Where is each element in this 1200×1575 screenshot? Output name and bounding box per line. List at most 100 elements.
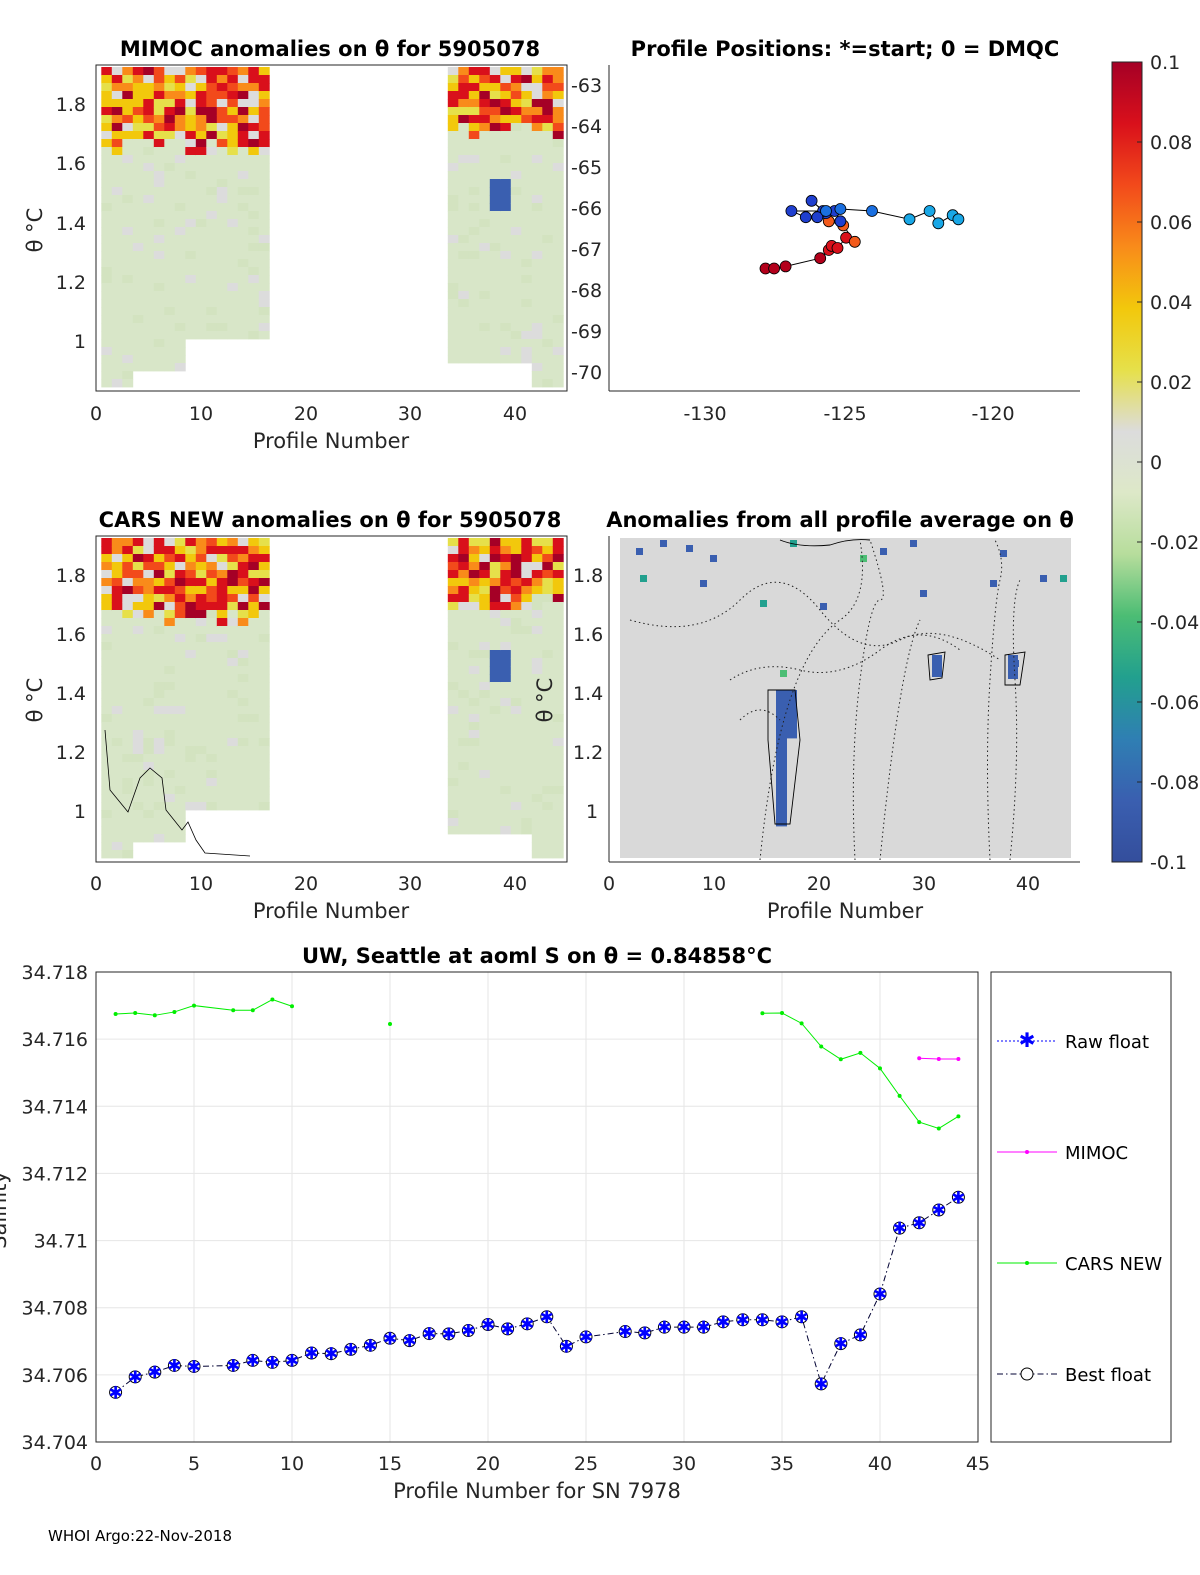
- cars-cell: [206, 762, 218, 771]
- cars-cell: [195, 538, 207, 547]
- cars-cell: [111, 850, 123, 859]
- mimoc-cell: [164, 227, 176, 236]
- mimoc-cell: [510, 299, 522, 308]
- mimoc-cell: [479, 323, 491, 332]
- cars-cell: [489, 682, 501, 691]
- mimoc-title: MIMOC anomalies on θ for 5905078: [120, 37, 540, 61]
- mimoc-cell: [248, 123, 260, 132]
- cars-cell: [174, 586, 186, 595]
- cars-cell: [111, 562, 123, 571]
- mimoc-cell: [153, 75, 165, 84]
- cars-cell: [195, 754, 207, 763]
- mimoc-cell: [101, 355, 113, 364]
- cars-cell: [237, 562, 249, 571]
- mimoc-cell: [111, 75, 123, 84]
- cars-cell: [111, 818, 123, 827]
- cars-cell: [206, 610, 218, 619]
- avg-ytick: 1.6: [573, 624, 603, 646]
- mimoc-cell: [153, 331, 165, 340]
- cars-cell: [195, 706, 207, 715]
- cars-cell: [510, 762, 522, 771]
- mimoc-cell: [153, 307, 165, 316]
- mimoc-cell: [153, 259, 165, 268]
- cars-cell: [542, 618, 554, 627]
- mimoc-cell: [132, 155, 144, 164]
- cars-cell: [185, 690, 197, 699]
- mimoc-cell: [132, 179, 144, 188]
- mimoc-cell: [195, 259, 207, 268]
- cars-cell: [458, 570, 470, 579]
- mimoc-cell: [510, 283, 522, 292]
- cars-cell: [458, 738, 470, 747]
- mimoc-cell: [174, 203, 186, 212]
- mimoc-cell: [447, 219, 459, 228]
- cars-cell: [248, 602, 260, 611]
- cars-cell: [164, 762, 176, 771]
- mimoc-cell: [531, 99, 543, 108]
- cars-cell: [552, 626, 564, 635]
- cars-cell: [101, 610, 113, 619]
- cars-cell: [552, 738, 564, 747]
- cars-cell: [521, 666, 533, 675]
- mimoc-cell: [479, 147, 491, 156]
- cars-cell: [510, 650, 522, 659]
- mimoc-cell: [206, 99, 218, 108]
- mimoc-cell: [552, 243, 564, 252]
- cars-cell: [489, 778, 501, 787]
- cars-cell: [500, 642, 512, 651]
- mimoc-cell: [489, 259, 501, 268]
- mimoc-cell: [468, 67, 480, 76]
- cars-cell: [216, 738, 228, 747]
- cars-cell: [164, 794, 176, 803]
- mimoc-cell: [195, 115, 207, 124]
- mimoc-cell: [521, 203, 533, 212]
- lon-tick: -125: [823, 403, 866, 425]
- raw-point: ✱: [500, 1320, 514, 1340]
- cars-cell: [206, 570, 218, 579]
- best-point: [148, 1365, 162, 1379]
- mimoc-cell: [521, 307, 533, 316]
- mimoc-cell: [143, 267, 155, 276]
- mimoc-cell: [122, 195, 134, 204]
- mimoc-cell: [101, 219, 113, 228]
- mimoc-cell: [258, 131, 270, 140]
- colorbar-tick-label: 0: [1150, 452, 1162, 474]
- cars-cell: [458, 594, 470, 603]
- mimoc-cell: [164, 363, 176, 372]
- mimoc-cell: [458, 355, 470, 364]
- cars-cell: [132, 738, 144, 747]
- mimoc-cell: [447, 227, 459, 236]
- cars-cell: [552, 794, 564, 803]
- cars-cell: [111, 738, 123, 747]
- mimoc-cell: [122, 291, 134, 300]
- cars-cell: [174, 570, 186, 579]
- cars-cell: [174, 818, 186, 827]
- mimoc-cell: [153, 203, 165, 212]
- mimoc-cell: [101, 171, 113, 180]
- cars-cell: [143, 546, 155, 555]
- cars-cell: [248, 706, 260, 715]
- mimoc-cell: [174, 115, 186, 124]
- cars-cell: [185, 538, 197, 547]
- mimoc-cell: [237, 275, 249, 284]
- mimoc-cell: [458, 147, 470, 156]
- mimoc-cell: [552, 211, 564, 220]
- cars-cell: [185, 698, 197, 707]
- cars-cell: [227, 730, 239, 739]
- mimoc-cell: [479, 99, 491, 108]
- mimoc-cell: [227, 195, 239, 204]
- cars-cell: [185, 730, 197, 739]
- mimoc-cell: [458, 75, 470, 84]
- cars-cell: [164, 746, 176, 755]
- cars-cell: [489, 794, 501, 803]
- cars-cell: [447, 754, 459, 763]
- mimoc-cell: [101, 107, 113, 116]
- mimoc-cell: [542, 219, 554, 228]
- cars-cell: [153, 634, 165, 643]
- cars-cell: [458, 698, 470, 707]
- mimoc-cell: [216, 187, 228, 196]
- mimoc-cell: [447, 235, 459, 244]
- cars-cell: [552, 682, 564, 691]
- raw-point: ✱: [559, 1337, 573, 1357]
- mimoc-cell: [248, 99, 260, 108]
